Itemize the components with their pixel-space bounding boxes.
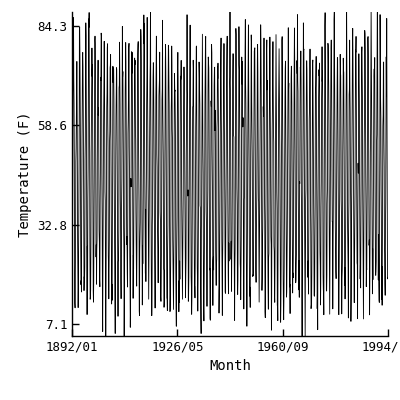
Y-axis label: Temperature (F): Temperature (F) — [18, 111, 32, 237]
X-axis label: Month: Month — [209, 360, 251, 374]
